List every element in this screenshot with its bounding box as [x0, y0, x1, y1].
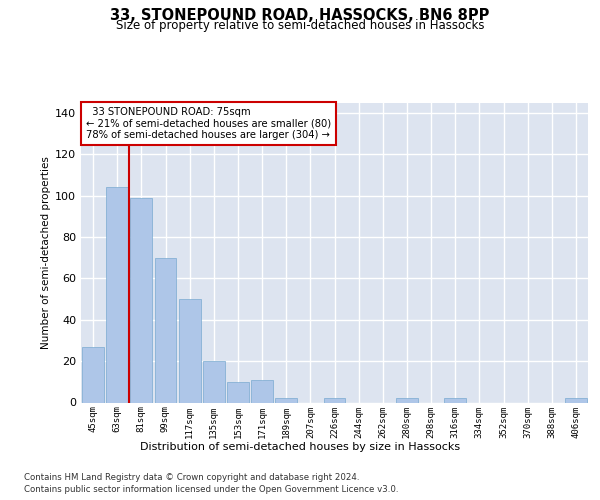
- Bar: [130, 198, 152, 402]
- Text: Contains HM Land Registry data © Crown copyright and database right 2024.: Contains HM Land Registry data © Crown c…: [24, 472, 359, 482]
- Bar: [323, 398, 346, 402]
- Bar: [106, 188, 128, 402]
- Bar: [251, 380, 273, 402]
- Bar: [82, 346, 104, 403]
- Bar: [445, 398, 466, 402]
- Y-axis label: Number of semi-detached properties: Number of semi-detached properties: [41, 156, 51, 349]
- Bar: [155, 258, 176, 402]
- Bar: [227, 382, 249, 402]
- Bar: [275, 398, 297, 402]
- Text: 33, STONEPOUND ROAD, HASSOCKS, BN6 8PP: 33, STONEPOUND ROAD, HASSOCKS, BN6 8PP: [110, 8, 490, 22]
- Bar: [565, 398, 587, 402]
- Text: Distribution of semi-detached houses by size in Hassocks: Distribution of semi-detached houses by …: [140, 442, 460, 452]
- Text: Size of property relative to semi-detached houses in Hassocks: Size of property relative to semi-detach…: [116, 19, 484, 32]
- Text: Contains public sector information licensed under the Open Government Licence v3: Contains public sector information licen…: [24, 485, 398, 494]
- Text: 33 STONEPOUND ROAD: 75sqm
← 21% of semi-detached houses are smaller (80)
78% of : 33 STONEPOUND ROAD: 75sqm ← 21% of semi-…: [86, 107, 331, 140]
- Bar: [396, 398, 418, 402]
- Bar: [203, 361, 224, 403]
- Bar: [179, 299, 200, 403]
